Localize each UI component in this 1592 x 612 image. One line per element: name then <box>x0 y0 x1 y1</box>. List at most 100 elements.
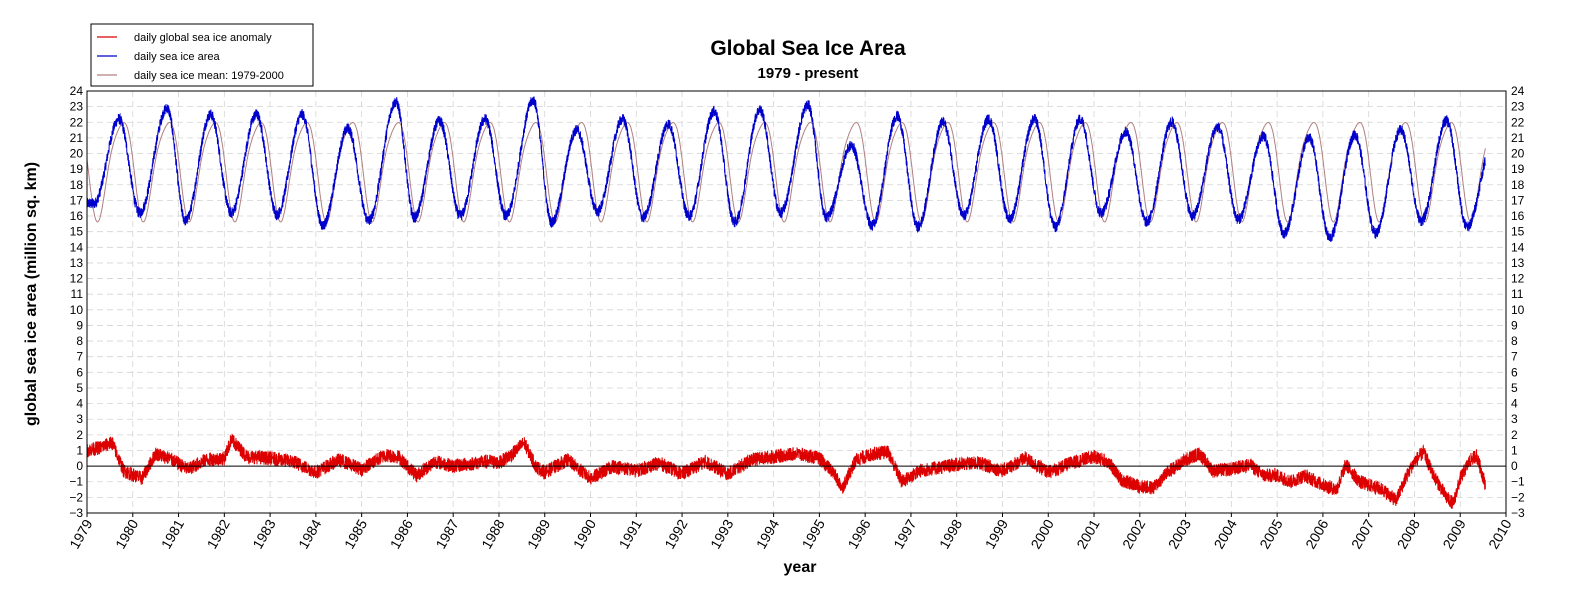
x-tick-label: 1986 <box>387 516 417 551</box>
x-tick-label: 2007 <box>1348 516 1378 551</box>
x-tick-label: 2001 <box>1073 516 1103 551</box>
y-tick-label-left: −1 <box>69 475 83 489</box>
y-tick-label-left: 12 <box>70 272 84 286</box>
x-tick-label: 1979 <box>66 516 96 551</box>
y-tick-label-left: 17 <box>70 193 84 207</box>
y-tick-label-right: 9 <box>1511 318 1518 332</box>
y-tick-label-left: 0 <box>76 459 83 473</box>
y-tick-label-right: 19 <box>1511 162 1525 176</box>
x-tick-label: 1989 <box>524 516 554 551</box>
y-tick-label-right: 12 <box>1511 272 1525 286</box>
legend-box <box>90 23 314 87</box>
y-tick-label-right: 18 <box>1511 178 1525 192</box>
x-tick-label: 2000 <box>1027 516 1057 551</box>
y-tick-label-left: 13 <box>70 256 84 270</box>
series-layer <box>86 96 1486 509</box>
legend: daily global sea ice anomaly daily sea i… <box>90 23 314 87</box>
y-tick-label-right: 22 <box>1511 115 1525 129</box>
y-tick-label-left: 1 <box>76 443 83 457</box>
x-tick-label: 1985 <box>341 516 371 551</box>
y-tick-label-left: 2 <box>76 428 83 442</box>
y-tick-label-right: 21 <box>1511 131 1525 145</box>
x-tick-label: 1996 <box>844 516 874 551</box>
y-tick-label-right: 1 <box>1511 443 1518 457</box>
y-tick-label-right: 17 <box>1511 193 1525 207</box>
chart-title: Global Sea Ice Area <box>710 37 906 60</box>
y-tick-label-left: −2 <box>69 490 83 504</box>
x-tick-label: 1981 <box>158 516 188 551</box>
y-tick-label-right: 15 <box>1511 225 1525 239</box>
y-tick-label-right: 20 <box>1511 147 1525 161</box>
y-tick-label-right: 13 <box>1511 256 1525 270</box>
y-tick-label-right: 4 <box>1511 397 1518 411</box>
x-tick-label: 1995 <box>799 516 829 551</box>
x-tick-label: 1992 <box>661 516 691 551</box>
x-tick-label: 1999 <box>982 516 1012 551</box>
y-tick-label-left: 10 <box>70 303 84 317</box>
y-tick-label-left: 24 <box>70 84 84 98</box>
y-axis-left-ticks: −3−2−10123456789101112131415161718192021… <box>69 84 83 520</box>
y-tick-label-right: 23 <box>1511 100 1525 114</box>
y-tick-label-left: 8 <box>76 334 83 348</box>
y-tick-label-left: 9 <box>76 318 83 332</box>
y-tick-label-left: 14 <box>70 240 84 254</box>
y-tick-label-left: 21 <box>70 131 84 145</box>
y-tick-label-left: 23 <box>70 100 84 114</box>
series-line-anomaly <box>86 433 1486 509</box>
y-tick-label-left: 6 <box>76 365 83 379</box>
y-tick-label-right: 2 <box>1511 428 1518 442</box>
x-tick-label: 1983 <box>249 516 279 551</box>
x-tick-label: 2006 <box>1302 516 1332 551</box>
legend-label-mean: daily sea ice mean: 1979-2000 <box>134 70 284 82</box>
y-tick-label-right: 11 <box>1511 287 1524 301</box>
y-tick-label-left: −3 <box>69 506 83 520</box>
y-tick-label-left: 3 <box>76 412 83 426</box>
y-tick-label-left: 18 <box>70 178 84 192</box>
series-line-mean <box>86 122 1486 223</box>
y-axis-label: global sea ice area (million sq. km) <box>23 162 40 426</box>
y-tick-label-left: 7 <box>76 350 83 364</box>
x-tick-label: 1982 <box>203 516 233 551</box>
x-tick-label: 2003 <box>1165 516 1195 551</box>
x-tick-label: 1990 <box>570 516 600 551</box>
x-tick-label: 2008 <box>1394 516 1424 551</box>
x-tick-label: 1980 <box>112 516 142 551</box>
chart-subtitle: 1979 - present <box>758 65 859 82</box>
y-tick-label-left: 20 <box>70 147 84 161</box>
x-tick-label: 2002 <box>1119 516 1149 551</box>
y-tick-label-left: 22 <box>70 115 84 129</box>
x-tick-label: 1991 <box>615 516 645 551</box>
y-tick-label-right: −2 <box>1511 490 1525 504</box>
y-tick-label-right: 10 <box>1511 303 1525 317</box>
x-tick-label: 2010 <box>1485 516 1515 551</box>
x-tick-label: 1984 <box>295 516 325 551</box>
y-tick-label-right: 7 <box>1511 350 1518 364</box>
y-tick-label-left: 19 <box>70 162 84 176</box>
legend-label-area: daily sea ice area <box>134 51 220 63</box>
y-axis-right-ticks: −3−2−10123456789101112131415161718192021… <box>1511 84 1525 520</box>
y-tick-label-right: 0 <box>1511 459 1518 473</box>
y-tick-label-right: 3 <box>1511 412 1518 426</box>
x-axis-label: year <box>784 559 817 576</box>
y-tick-label-left: 5 <box>76 381 83 395</box>
plot-frame <box>86 90 1507 514</box>
y-tick-label-right: 24 <box>1511 84 1525 98</box>
x-tick-label: 1993 <box>707 516 737 551</box>
y-tick-label-right: 5 <box>1511 381 1518 395</box>
y-tick-label-right: −3 <box>1511 506 1525 520</box>
x-tick-label: 1998 <box>936 516 966 551</box>
y-tick-label-left: 15 <box>70 225 84 239</box>
x-tick-label: 1988 <box>478 516 508 551</box>
y-tick-label-left: 4 <box>76 397 83 411</box>
x-tick-label: 2009 <box>1439 516 1469 551</box>
x-tick-label: 2005 <box>1256 516 1286 551</box>
x-tick-label: 1997 <box>890 516 920 551</box>
y-tick-label-right: 8 <box>1511 334 1518 348</box>
y-tick-label-right: −1 <box>1511 475 1525 489</box>
x-axis-ticks: 1979 1980 1981 1982 1983 1984 1985 1986 1987 1988… <box>66 513 1515 551</box>
y-tick-label-left: 16 <box>70 209 84 223</box>
y-tick-label-right: 6 <box>1511 365 1518 379</box>
series-line-area <box>86 96 1486 242</box>
y-tick-label-right: 14 <box>1511 240 1525 254</box>
